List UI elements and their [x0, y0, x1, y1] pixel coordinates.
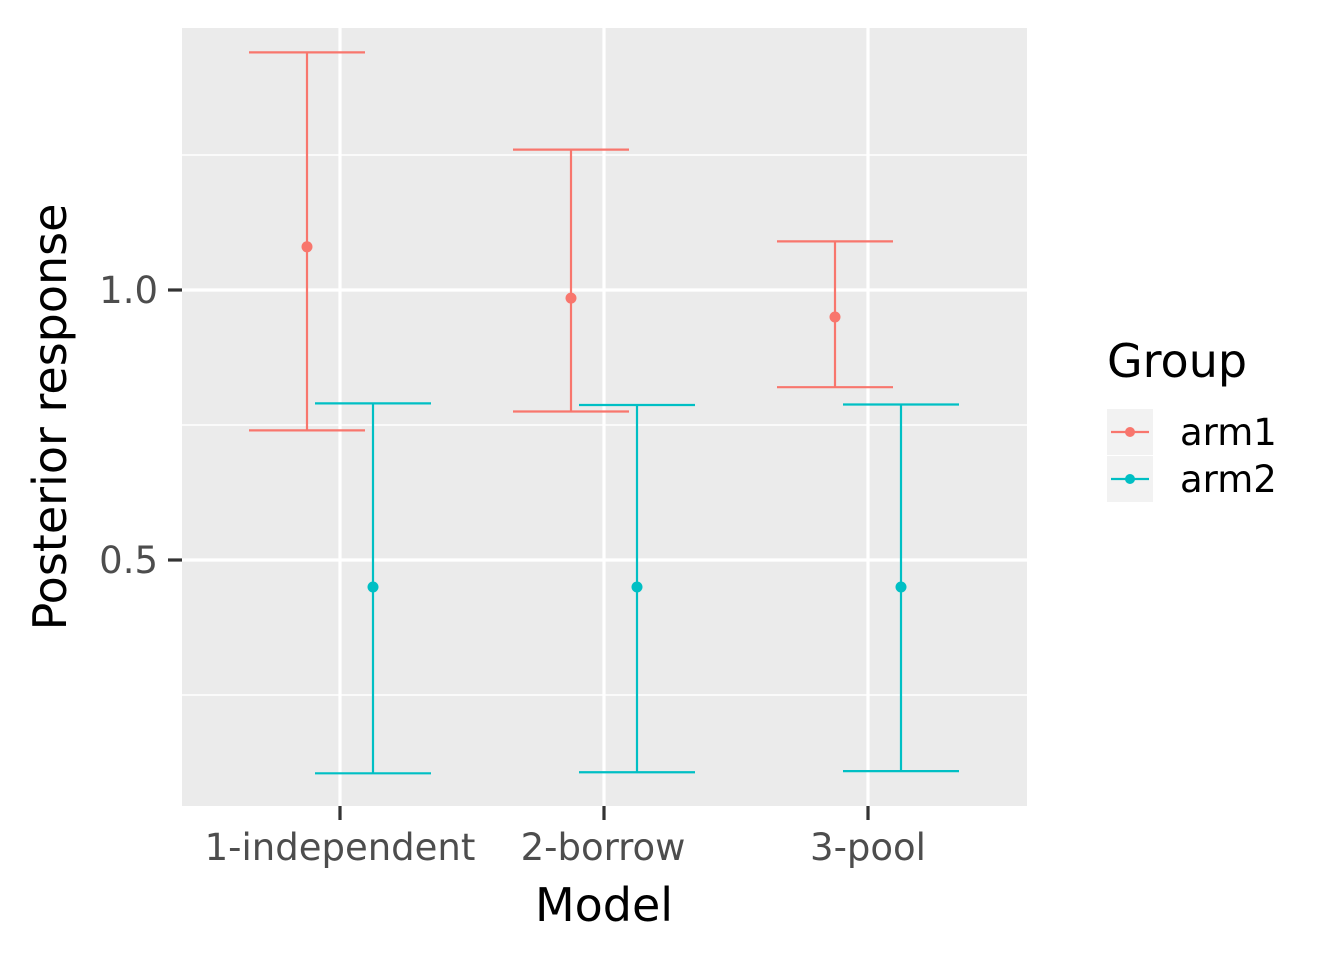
y-tick-label: 0.5: [99, 539, 158, 582]
legend-label-arm2: arm2: [1180, 458, 1277, 501]
point-arm1-2-borrow: [565, 292, 577, 304]
x-tick-label: 1-independent: [205, 826, 476, 869]
legend-title: Group: [1107, 334, 1247, 388]
major-gridlines: [182, 28, 1027, 806]
legend-key-point: [1125, 474, 1135, 484]
x-axis-title: Model: [535, 878, 673, 932]
x-tick-label: 2-borrow: [521, 826, 686, 869]
y-tick-label: 1.0: [99, 269, 158, 312]
point-arm2-2-borrow: [631, 581, 643, 593]
axes: 0.5 1.0 1-independent 2-borrow 3-pool: [99, 269, 926, 869]
x-tick-label: 3-pool: [810, 826, 926, 869]
legend-label-arm1: arm1: [1180, 411, 1277, 454]
legend-key-point: [1125, 427, 1135, 437]
point-arm2-3-pool: [895, 581, 907, 593]
point-arm1-3-pool: [829, 311, 841, 323]
point-arm2-1-independent: [367, 581, 379, 593]
plot-marks: [249, 51, 959, 775]
y-axis-title: Posterior response: [23, 204, 77, 631]
point-arm1-1-independent: [301, 241, 313, 253]
